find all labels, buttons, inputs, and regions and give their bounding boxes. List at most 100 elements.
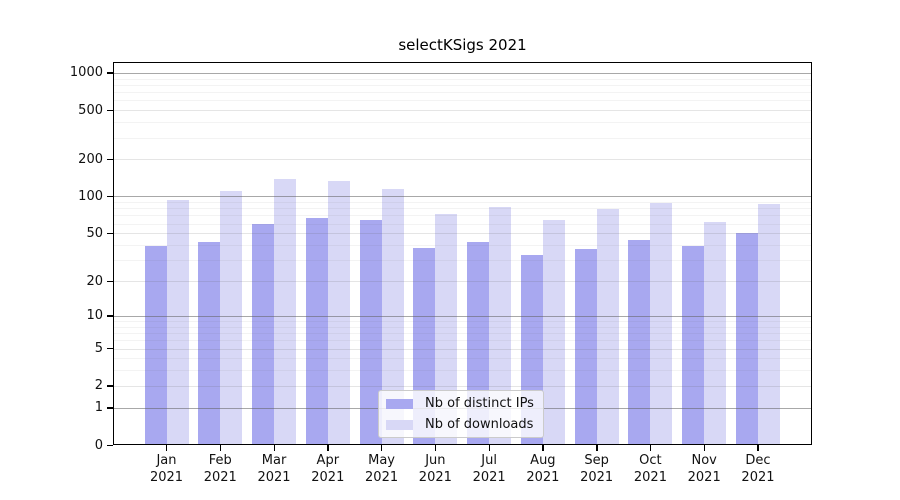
x-tick-feb	[219, 445, 222, 451]
gridline-30	[113, 260, 812, 262]
bar-downloads-jun	[435, 213, 458, 445]
y-tick-label-1: 1	[94, 400, 103, 416]
y-tick-label-10: 10	[86, 308, 103, 324]
x-tick-jul	[488, 445, 490, 451]
x-tick-sep	[596, 445, 598, 451]
bar-downloads-mar	[274, 178, 297, 445]
y-tick-label-1000: 1000	[69, 65, 103, 81]
x-tick-label-jun: Jun 2021	[418, 453, 452, 485]
gridline-400	[113, 122, 812, 124]
bar-ips-oct	[628, 240, 651, 445]
bar-downloads-nov	[704, 221, 727, 445]
y-tick-label-20: 20	[86, 273, 103, 289]
gridline-100	[113, 196, 812, 198]
gridline-2	[113, 385, 812, 387]
gridline-300	[113, 137, 812, 139]
bar-downloads-jul	[489, 207, 512, 445]
bar-ips-apr	[305, 217, 328, 445]
gridline-80	[113, 208, 812, 210]
legend-swatch-distinct-ips	[386, 398, 413, 409]
y-tick-100	[107, 195, 113, 198]
x-tick-oct	[649, 445, 652, 451]
bar-downloads-sep	[596, 209, 619, 445]
x-tick-label-apr: Apr 2021	[311, 453, 345, 485]
x-tick-apr	[327, 445, 329, 451]
gridline-500	[113, 110, 812, 112]
bar-downloads-dec	[757, 203, 780, 445]
y-tick-2	[107, 385, 113, 387]
gridline-7	[113, 333, 812, 335]
gridline-60	[113, 223, 812, 225]
gridline-600	[113, 100, 812, 102]
gridline-4	[113, 358, 812, 360]
gridline-900	[113, 78, 812, 80]
gridline-800	[113, 84, 812, 86]
y-tick-label-200: 200	[78, 151, 103, 167]
legend-label-distinct-ips: Nb of distinct IPs	[425, 396, 534, 411]
gridline-700	[113, 92, 812, 94]
gridline-1000	[113, 72, 812, 74]
y-tick-label-50: 50	[86, 225, 103, 241]
x-tick-label-dec: Dec 2021	[741, 453, 775, 485]
bar-ips-jan	[144, 246, 167, 445]
gridline-20	[113, 281, 812, 283]
legend-swatch-downloads	[386, 419, 413, 430]
gridline-9	[113, 321, 812, 322]
x-tick-label-aug: Aug 2021	[526, 453, 560, 485]
y-tick-label-5: 5	[94, 341, 103, 356]
gridline-6	[113, 340, 812, 342]
y-tick-20	[107, 280, 113, 282]
y-tick-50	[107, 232, 113, 235]
x-tick-label-jan: Jan 2021	[149, 453, 184, 485]
bar-ips-mar	[252, 223, 275, 445]
x-tick-dec	[757, 445, 759, 451]
gridline-90	[113, 202, 812, 204]
y-tick-0	[107, 444, 113, 446]
y-tick-1000	[107, 72, 113, 74]
x-tick-nov	[703, 445, 706, 451]
bar-ips-nov	[682, 246, 705, 445]
x-tick-label-may: May 2021	[365, 453, 399, 485]
y-tick-500	[107, 109, 113, 112]
x-tick-aug	[542, 445, 544, 451]
gridline-50	[113, 233, 812, 235]
x-tick-jun	[434, 445, 437, 451]
bar-ips-sep	[574, 249, 597, 445]
legend: Nb of distinct IPs Nb of downloads	[378, 390, 544, 438]
gridline-200	[113, 159, 812, 161]
y-tick-label-0: 0	[94, 437, 103, 453]
bar-ips-may	[359, 220, 382, 445]
bar-ips-feb	[198, 242, 221, 445]
y-tick-1	[107, 407, 113, 409]
bar-downloads-oct	[650, 203, 673, 445]
x-tick-may	[381, 445, 383, 451]
legend-item-downloads: Nb of downloads	[386, 416, 535, 433]
gridline-40	[113, 245, 812, 246]
bar-downloads-feb	[220, 190, 243, 445]
bar-ips-dec	[735, 233, 758, 445]
x-tick-label-nov: Nov 2021	[687, 453, 721, 485]
gridline-3	[113, 370, 812, 372]
x-tick-label-oct: Oct 2021	[633, 453, 667, 485]
bar-downloads-jan	[166, 199, 189, 445]
x-tick-jan	[166, 445, 168, 451]
y-tick-10	[107, 315, 113, 317]
x-tick-label-sep: Sep 2021	[580, 453, 614, 485]
gridline-70	[113, 215, 812, 217]
gridline-8	[113, 326, 812, 328]
x-tick-mar	[273, 445, 275, 451]
y-tick-200	[107, 158, 113, 161]
legend-item-distinct-ips: Nb of distinct IPs	[386, 395, 535, 412]
gridline-10	[113, 315, 812, 317]
legend-label-downloads: Nb of downloads	[425, 417, 534, 432]
chart-title: selectKSigs 2021	[398, 36, 527, 54]
y-tick-5	[107, 348, 113, 350]
plot-area	[113, 62, 812, 445]
y-tick-label-500: 500	[78, 102, 103, 118]
x-tick-label-jul: Jul 2021	[472, 453, 506, 485]
x-tick-label-feb: Feb 2021	[203, 453, 237, 485]
bar-downloads-aug	[542, 220, 565, 445]
x-tick-label-mar: Mar 2021	[257, 453, 291, 485]
bar-downloads-apr	[327, 180, 350, 445]
